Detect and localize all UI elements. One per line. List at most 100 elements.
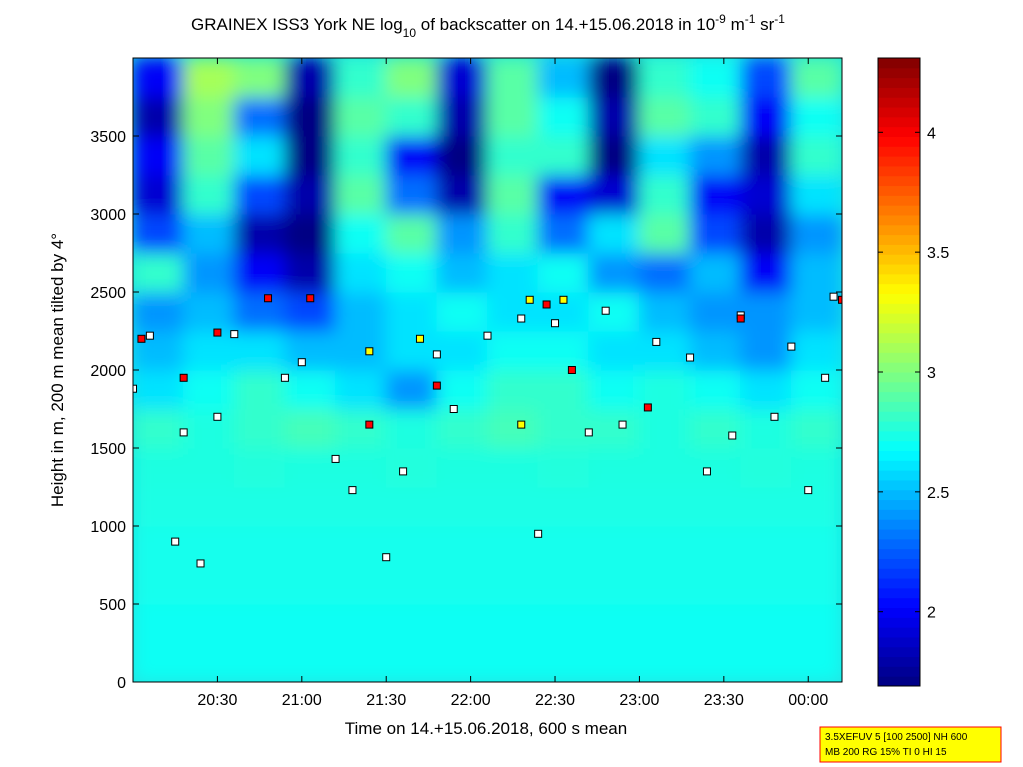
heat-cell [436, 330, 488, 371]
marker [702, 467, 711, 476]
heat-cell [133, 58, 185, 98]
colorbar-step [878, 538, 920, 550]
colorbar-tick-label: 4 [927, 125, 936, 142]
heat-cell [133, 174, 185, 215]
heat-cell [284, 408, 337, 449]
heat-cell [183, 447, 235, 488]
marker [432, 350, 441, 359]
colorbar-step [878, 372, 920, 383]
heat-cell [537, 603, 590, 644]
heat-cell [335, 213, 387, 254]
heat-cell [537, 330, 590, 371]
colorbar-step [878, 322, 920, 334]
heat-cell [790, 525, 842, 566]
colorbar-step [878, 509, 920, 520]
heat-cell [638, 486, 691, 527]
heat-cell [183, 369, 235, 410]
colorbar-step [878, 548, 920, 559]
colorbar-step [878, 215, 920, 226]
heat-cell [638, 408, 691, 449]
marker [306, 294, 315, 303]
colorbar-step [878, 342, 920, 353]
heat-cell [487, 135, 539, 176]
heat-cell [487, 252, 539, 293]
heat-cell [133, 564, 185, 605]
heat-cell [537, 135, 590, 176]
heat-cell [638, 330, 691, 371]
heat-cell [638, 135, 691, 176]
heat-cell [588, 603, 640, 644]
heat-cell [689, 58, 742, 98]
colorbar-step [878, 195, 920, 206]
heat-cell [740, 174, 792, 215]
colorbar-step [878, 587, 920, 599]
heat-cell [436, 96, 488, 137]
heat-cell [233, 642, 286, 682]
colorbar-step [878, 381, 920, 393]
title-part: -1 [774, 12, 785, 26]
marker [365, 420, 374, 429]
heat-cell [588, 58, 640, 98]
heat-cell [133, 213, 185, 254]
marker [686, 353, 695, 362]
plot-area [133, 58, 842, 682]
heat-cell [385, 603, 438, 644]
colorbar-step [878, 107, 920, 118]
colorbar-step [878, 313, 920, 324]
colorbar-step [878, 656, 920, 667]
heat-cell [537, 96, 590, 137]
heat-cell [385, 174, 438, 215]
marker [399, 467, 408, 476]
title-part: of backscatter on 14.+15.06.2018 in 10 [416, 15, 715, 34]
heat-cell [133, 408, 185, 449]
marker [382, 553, 391, 562]
heatmap [133, 58, 842, 682]
heat-cell [487, 486, 539, 527]
title-part: -1 [745, 12, 756, 26]
heat-cell [740, 369, 792, 410]
colorbar-step [878, 636, 920, 648]
heat-cell [689, 486, 742, 527]
marker [643, 403, 652, 412]
heat-cell [689, 447, 742, 488]
x-tick-label: 21:30 [366, 692, 406, 709]
heat-cell [284, 447, 337, 488]
heat-cell [183, 525, 235, 566]
x-tick-label: 22:30 [535, 692, 575, 709]
heat-cell [487, 58, 539, 98]
marker [559, 295, 568, 304]
heat-cell [183, 642, 235, 682]
heat-cell [689, 408, 742, 449]
heat-cell [385, 330, 438, 371]
marker [534, 529, 543, 538]
heat-cell [385, 525, 438, 566]
heat-cell [436, 525, 488, 566]
x-tick-label: 22:00 [451, 692, 491, 709]
heat-cell [537, 58, 590, 98]
heat-cell [588, 330, 640, 371]
heat-cell [284, 486, 337, 527]
colorbar-step [878, 421, 920, 432]
heat-cell [487, 408, 539, 449]
heat-cell [335, 174, 387, 215]
heat-cell [183, 603, 235, 644]
title-part: m [726, 15, 745, 34]
heat-cell [284, 642, 337, 682]
heat-cell [740, 135, 792, 176]
heat-cell [588, 525, 640, 566]
heat-cell [133, 486, 185, 527]
heat-cell [233, 291, 286, 332]
y-tick-label: 3500 [90, 129, 126, 146]
y-tick-label: 500 [99, 597, 126, 614]
marker [618, 420, 627, 429]
y-tick-label: 2500 [90, 285, 126, 302]
heat-cell [638, 564, 691, 605]
marker [821, 373, 830, 382]
marker [525, 295, 534, 304]
title-part: sr [755, 15, 774, 34]
marker [179, 373, 188, 382]
heat-cell [183, 408, 235, 449]
colorbar-step [878, 332, 920, 344]
heat-cell [284, 174, 337, 215]
